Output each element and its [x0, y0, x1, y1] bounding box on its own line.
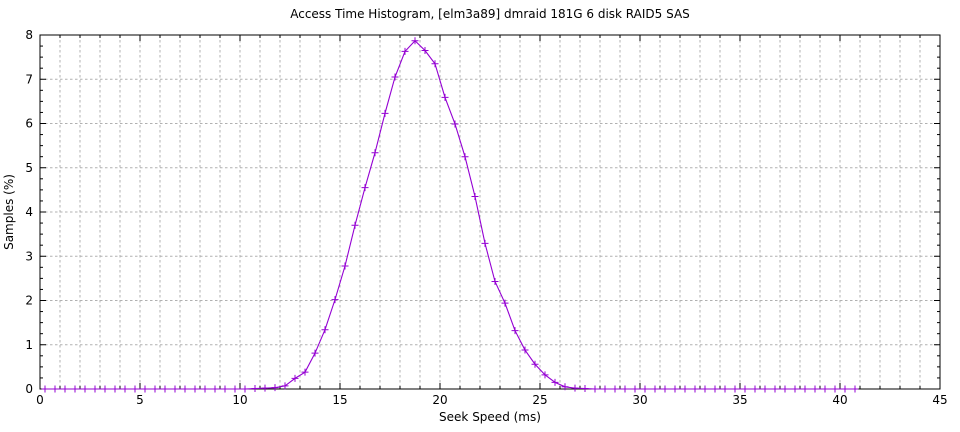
x-axis-label: Seek Speed (ms) — [439, 410, 541, 424]
x-tick-labels: 0 5 10 15 20 25 30 35 40 45 — [36, 393, 947, 407]
tick-label: 25 — [532, 393, 547, 407]
tick-label: 0 — [36, 393, 44, 407]
tick-label: 5 — [136, 393, 144, 407]
tick-label: 15 — [332, 393, 347, 407]
tick-label: 3 — [25, 249, 33, 263]
tick-label: 6 — [25, 117, 33, 131]
tick-label: 10 — [232, 393, 247, 407]
tick-label: 2 — [25, 294, 33, 308]
tick-label: 7 — [25, 72, 33, 86]
tick-label: 35 — [732, 393, 747, 407]
data-markers — [41, 37, 859, 393]
y-axis-label: Samples (%) — [2, 174, 16, 250]
tick-label: 20 — [432, 393, 447, 407]
grid-lines — [40, 35, 940, 389]
axis-ticks — [39, 34, 941, 390]
tick-label: 0 — [25, 382, 33, 396]
y-tick-labels: 0 1 2 3 4 5 6 7 8 — [25, 28, 33, 396]
data-line — [45, 39, 855, 390]
chart-title: Access Time Histogram, [elm3a89] dmraid … — [290, 7, 690, 21]
tick-label: 30 — [632, 393, 647, 407]
tick-label: 4 — [25, 205, 33, 219]
tick-label: 1 — [25, 338, 33, 352]
tick-label: 5 — [25, 161, 33, 175]
tick-label: 8 — [25, 28, 33, 42]
tick-label: 45 — [932, 393, 947, 407]
tick-label: 40 — [832, 393, 847, 407]
